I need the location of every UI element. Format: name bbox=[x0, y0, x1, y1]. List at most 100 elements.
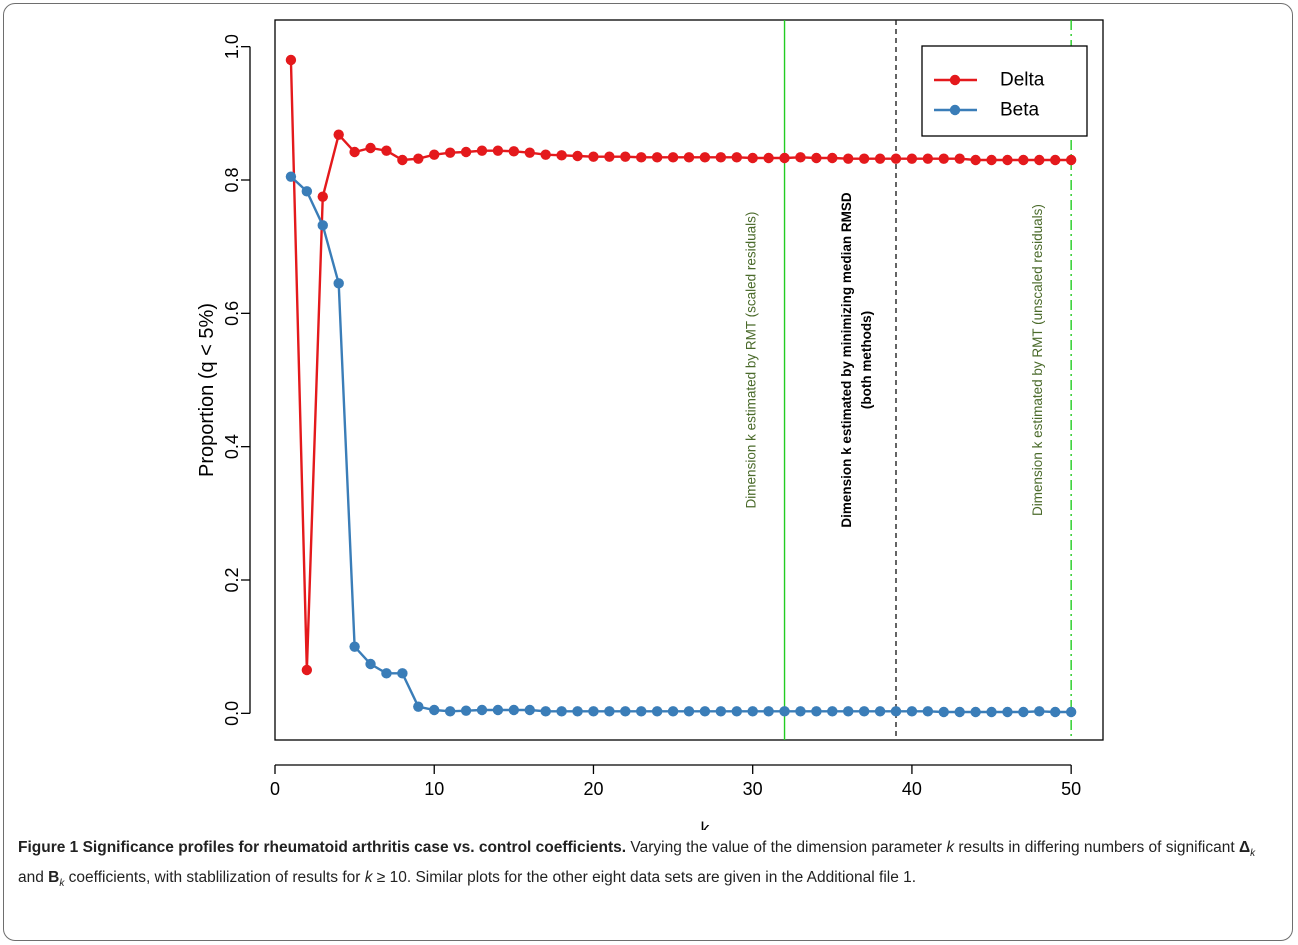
data-point bbox=[1002, 706, 1013, 718]
data-point bbox=[954, 706, 965, 718]
caption-subscript: k bbox=[59, 878, 65, 890]
data-point bbox=[492, 704, 504, 716]
caption-title: Figure 1 Significance profiles for rheum… bbox=[18, 839, 627, 856]
data-point bbox=[1065, 706, 1077, 718]
data-point bbox=[715, 152, 727, 163]
data-point bbox=[460, 146, 472, 158]
data-point bbox=[954, 153, 965, 164]
reference-line-label: Dimension k estimated by RMT (unscaled r… bbox=[1030, 204, 1045, 516]
y-tick-label: 0.6 bbox=[222, 301, 242, 326]
x-axis-label: k bbox=[701, 819, 711, 830]
data-point bbox=[460, 705, 472, 716]
data-point bbox=[874, 706, 886, 717]
data-point bbox=[540, 149, 551, 160]
data-point bbox=[556, 150, 567, 161]
data-point bbox=[683, 152, 695, 163]
data-point bbox=[843, 153, 854, 164]
figure-frame bbox=[3, 3, 1293, 941]
data-point bbox=[540, 706, 551, 717]
reference-line-label: (both methods) bbox=[859, 311, 874, 409]
caption-k: k bbox=[364, 869, 373, 887]
data-point bbox=[938, 706, 949, 718]
data-point bbox=[906, 153, 918, 164]
caption-text: Varying the value of the dimension param… bbox=[626, 839, 947, 856]
data-point bbox=[811, 706, 822, 717]
series-line bbox=[289, 59, 1072, 671]
data-point bbox=[922, 706, 934, 717]
data-point bbox=[301, 664, 313, 676]
y-tick-label: 0.8 bbox=[222, 167, 242, 192]
data-point bbox=[333, 278, 344, 289]
data-point bbox=[906, 706, 918, 717]
data-point bbox=[874, 153, 886, 164]
data-point bbox=[588, 151, 599, 162]
data-point bbox=[651, 152, 663, 163]
data-point bbox=[795, 706, 806, 717]
data-point bbox=[1018, 154, 1029, 166]
caption-delta-symbol: Δ bbox=[1238, 839, 1251, 856]
reference-line-label: Dimension k estimated by minimizing medi… bbox=[839, 192, 854, 528]
data-point bbox=[317, 191, 328, 202]
legend-label: Beta bbox=[1000, 100, 1040, 121]
plot-area-box bbox=[274, 19, 1104, 741]
caption-text: coefficients, with stablilization of res… bbox=[64, 869, 365, 887]
data-point bbox=[827, 152, 838, 164]
data-point bbox=[444, 147, 456, 158]
data-point bbox=[1050, 154, 1061, 166]
data-point bbox=[763, 152, 774, 164]
data-point bbox=[763, 706, 774, 717]
data-point bbox=[699, 152, 711, 163]
data-point bbox=[572, 706, 583, 717]
caption-subscript: k bbox=[1250, 848, 1256, 860]
data-point bbox=[747, 152, 758, 164]
figure-caption: Figure 1 Significance profiles for rheum… bbox=[18, 836, 1280, 896]
data-point bbox=[413, 701, 424, 712]
y-axis-label: Proportion (q < 5%) bbox=[196, 303, 218, 477]
data-point bbox=[890, 706, 902, 717]
data-point bbox=[444, 706, 456, 717]
x-tick-label: 0 bbox=[270, 779, 280, 799]
data-point bbox=[970, 154, 981, 166]
data-point bbox=[795, 152, 806, 163]
data-point bbox=[858, 153, 870, 164]
data-point bbox=[970, 706, 981, 718]
data-point bbox=[285, 171, 297, 182]
data-point bbox=[349, 146, 360, 158]
x-tick-label: 50 bbox=[1061, 779, 1081, 799]
data-point bbox=[731, 706, 742, 717]
legend-marker bbox=[949, 104, 961, 116]
y-tick-label: 0.2 bbox=[222, 567, 242, 592]
data-point bbox=[572, 150, 583, 162]
data-point bbox=[986, 706, 997, 718]
data-point bbox=[365, 142, 376, 154]
data-point bbox=[381, 668, 392, 679]
data-point bbox=[1050, 706, 1061, 718]
data-point bbox=[301, 186, 313, 197]
data-point bbox=[938, 153, 949, 164]
data-point bbox=[413, 153, 424, 164]
data-point bbox=[1065, 154, 1077, 166]
x-tick-label: 40 bbox=[902, 779, 922, 799]
data-point bbox=[1002, 154, 1013, 166]
y-tick-label: 1.0 bbox=[222, 34, 242, 59]
x-tick-label: 20 bbox=[583, 779, 603, 799]
data-point bbox=[858, 706, 870, 717]
data-point bbox=[492, 145, 504, 156]
legend-box bbox=[921, 45, 1088, 137]
data-point bbox=[429, 149, 440, 160]
x-tick-label: 30 bbox=[743, 779, 763, 799]
data-point bbox=[381, 145, 392, 156]
data-point bbox=[683, 706, 695, 717]
legend-marker bbox=[949, 74, 961, 86]
data-point bbox=[651, 706, 663, 717]
data-point bbox=[1034, 706, 1045, 717]
data-point bbox=[667, 706, 679, 717]
data-point bbox=[285, 54, 297, 66]
data-point bbox=[843, 706, 854, 717]
reference-line-label: Dimension k estimated by RMT (scaled res… bbox=[744, 212, 759, 509]
data-point bbox=[636, 706, 647, 717]
data-point bbox=[508, 704, 520, 716]
caption-k: k bbox=[946, 839, 955, 856]
data-point bbox=[986, 154, 997, 166]
data-point bbox=[476, 145, 488, 156]
